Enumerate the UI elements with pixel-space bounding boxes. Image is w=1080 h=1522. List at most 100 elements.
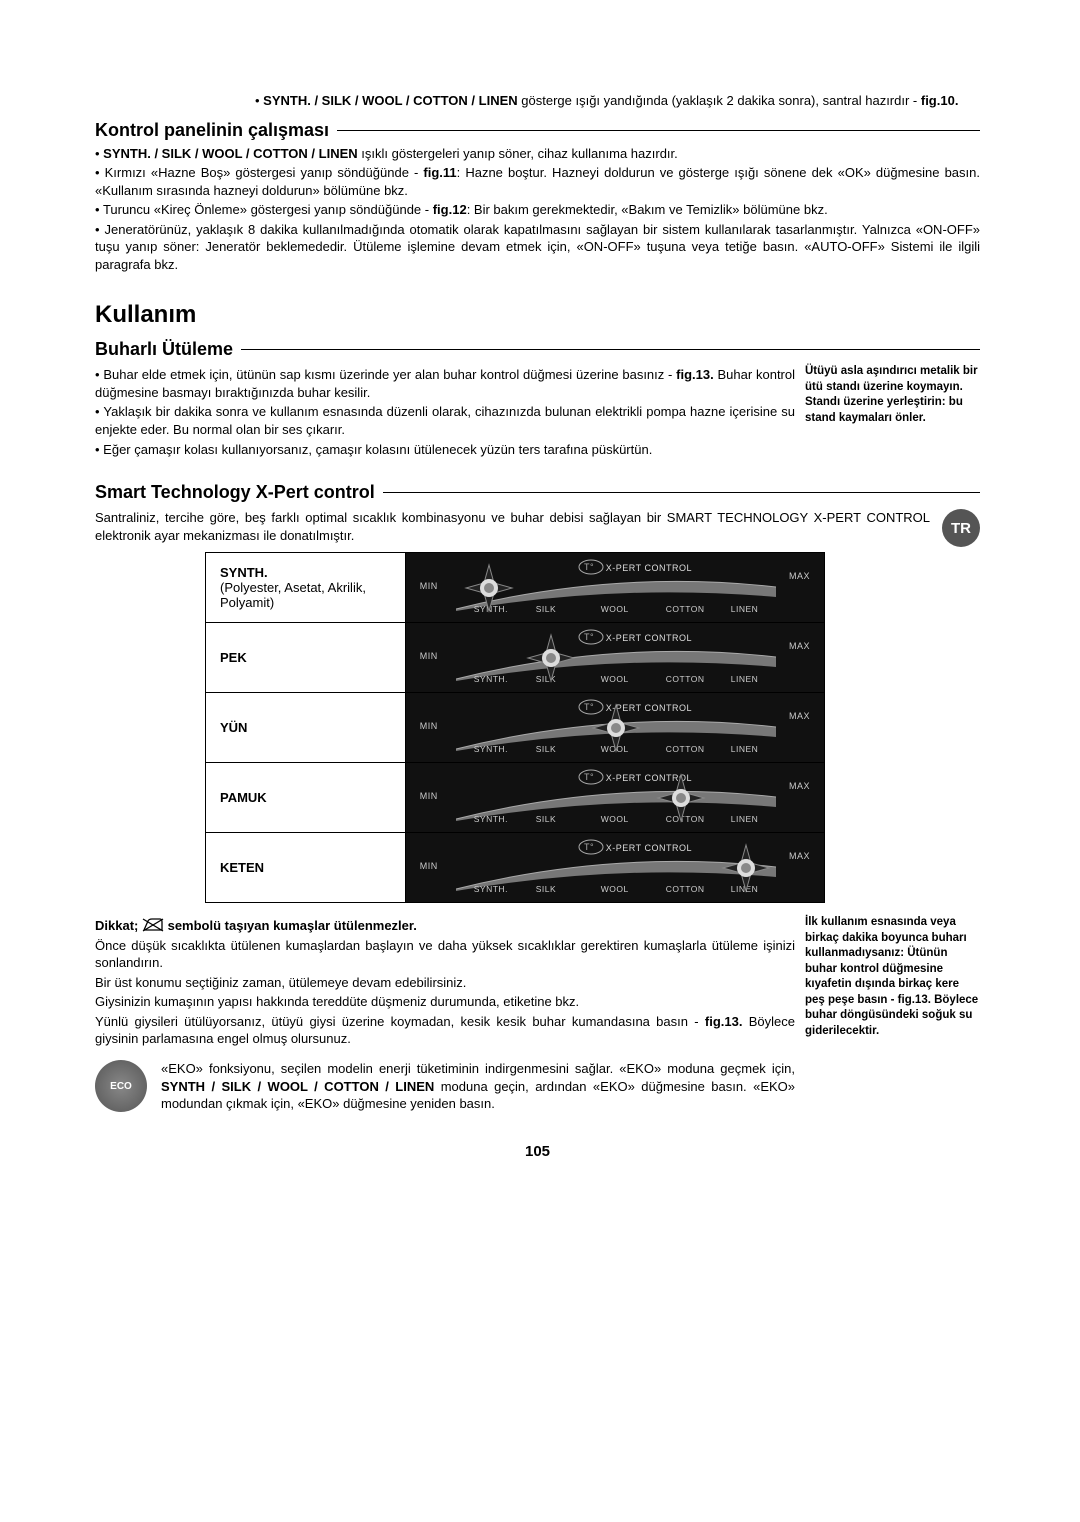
scale-fabric-label: LINEN [731, 674, 759, 684]
smart-intro: Santraliniz, tercihe göre, beş farklı op… [95, 509, 980, 544]
fabric-label-main: PAMUK [220, 790, 391, 805]
xpert-label: X-PERT CONTROL [606, 563, 692, 573]
xpert-label: X-PERT CONTROL [606, 633, 692, 643]
eco-t1: «EKO» fonksiyonu, seçilen modelin enerji… [161, 1061, 795, 1076]
scale-fabric-label: SILK [536, 744, 556, 754]
kontrol-b1: SYNTH. / SILK / WOOL / COTTON / LINEN ış… [95, 145, 980, 163]
scale-fabric-label: WOOL [601, 674, 629, 684]
dikkat-main: Dikkat; sembolü taşıyan kumaşlar ütülenm… [95, 915, 795, 1112]
iron-icon: T° [578, 699, 604, 717]
top-bullet-fig: fig.10. [921, 93, 959, 108]
fabric-control-cell: MINMAXX-PERT CONTROLSYNTH.SILKWOOLCOTTON… [405, 833, 824, 903]
scale-fabric-label: SILK [536, 814, 556, 824]
section-buharli-title: Buharlı Ütüleme [95, 339, 233, 360]
eco-bold: SYNTH / SILK / WOOL / COTTON / LINEN [161, 1079, 434, 1094]
iron-icon: T° [578, 769, 604, 787]
fabric-row: SYNTH.(Polyester, Asetat, Akrilik, Polya… [206, 553, 825, 623]
min-label: MIN [420, 861, 438, 871]
section-kontrol-title: Kontrol panelinin çalışması [95, 120, 329, 141]
section-kullanim-heading: Kullanım [95, 301, 980, 329]
svg-text:T°: T° [584, 702, 594, 712]
page-number: 105 [95, 1143, 980, 1160]
fabric-label-main: SYNTH. [220, 565, 391, 580]
buharli-main: Buhar elde etmek için, ütünün sap kısmı … [95, 364, 795, 460]
kontrol-b3-fig: fig.12 [433, 202, 467, 217]
xpert-label: X-PERT CONTROL [606, 843, 692, 853]
kontrol-b4: Jeneratörünüz, yaklaşık 8 dakika kullanı… [95, 221, 980, 274]
min-label: MIN [420, 651, 438, 661]
scale-fabric-label: SYNTH. [474, 744, 508, 754]
heading-rule [383, 492, 980, 493]
kontrol-b3: Turuncu «Kireç Önleme» göstergesi yanıp … [95, 201, 980, 219]
top-bullet-text: gösterge ışığı yandığında (yaklaşık 2 da… [518, 93, 921, 108]
min-label: MIN [420, 721, 438, 731]
buharli-b1a: Buhar elde etmek için, ütünün sap kısmı … [103, 367, 676, 382]
scale-fabric-label: LINEN [731, 814, 759, 824]
buharli-b3: Eğer çamaşır kolası kullanıyorsanız, çam… [95, 441, 795, 459]
dikkat-p4-fig: fig.13. [705, 1014, 743, 1029]
dikkat-pre: Dikkat; [95, 918, 142, 933]
fabric-label-main: KETEN [220, 860, 391, 875]
buharli-b1-fig: fig.13. [676, 367, 714, 382]
eco-row: ECO «EKO» fonksiyonu, seçilen modelin en… [95, 1060, 795, 1113]
dial-icon [526, 633, 576, 683]
scale-fabric-label: SILK [536, 884, 556, 894]
scale-fabric-label: COTTON [666, 674, 705, 684]
scale-fabric-label: LINEN [731, 744, 759, 754]
section-kontrol-heading: Kontrol panelinin çalışması [95, 120, 980, 141]
section-buharli-heading: Buharlı Ütüleme [95, 339, 980, 360]
kontrol-b3b: : Bir bakım gerekmektedir, «Bakım ve Tem… [467, 202, 828, 217]
dikkat-p1: Önce düşük sıcaklıkta ütülenen kumaşlard… [95, 937, 795, 972]
fabric-label-cell: PAMUK [206, 763, 406, 833]
heading-rule [337, 130, 980, 131]
scale-fabric-label: COTTON [666, 884, 705, 894]
fabric-row: PEKMINMAXX-PERT CONTROLSYNTH.SILKWOOLCOT… [206, 623, 825, 693]
dikkat-side: İlk kullanım esnasında veya birkaç dakik… [805, 915, 980, 1112]
scale-fabric-label: LINEN [731, 604, 759, 614]
scale-fabric-label: COTTON [666, 744, 705, 754]
section-smart-title: Smart Technology X-Pert control [95, 482, 375, 503]
scale-fabric-label: WOOL [601, 604, 629, 614]
dial-icon [464, 563, 514, 613]
buharli-b2: Yaklaşık bir dakika sonra ve kullanım es… [95, 403, 795, 438]
fabric-label-main: PEK [220, 650, 391, 665]
kontrol-b1-text: ışıklı göstergeleri yanıp söner, cihaz k… [358, 146, 678, 161]
svg-text:T°: T° [584, 562, 594, 572]
smart-intro-wrap: Santraliniz, tercihe göre, beş farklı op… [95, 509, 980, 544]
top-bullet-label: SYNTH. / SILK / WOOL / COTTON / LINEN [263, 93, 517, 108]
fabric-label-main: YÜN [220, 720, 391, 735]
fabric-control-cell: MINMAXX-PERT CONTROLSYNTH.SILKWOOLCOTTON… [405, 693, 824, 763]
fabric-row: YÜNMINMAXX-PERT CONTROLSYNTH.SILKWOOLCOT… [206, 693, 825, 763]
fabric-row: PAMUKMINMAXX-PERT CONTROLSYNTH.SILKWOOLC… [206, 763, 825, 833]
kontrol-b3a: Turuncu «Kireç Önleme» göstergesi yanıp … [103, 202, 433, 217]
kontrol-b2a: Kırmızı «Hazne Boş» göstergesi yanıp sön… [105, 165, 424, 180]
scale-fabric-label: COTTON [666, 604, 705, 614]
eco-icon: ECO [95, 1060, 147, 1112]
fabric-label-cell: YÜN [206, 693, 406, 763]
min-label: MIN [420, 581, 438, 591]
fabric-table: SYNTH.(Polyester, Asetat, Akrilik, Polya… [205, 552, 825, 903]
kontrol-b1-bold: SYNTH. / SILK / WOOL / COTTON / LINEN [103, 146, 357, 161]
iron-icon: T° [578, 559, 604, 577]
scale-fabric-label: WOOL [601, 814, 629, 824]
dikkat-p3: Giysinizin kumaşının yapısı hakkında ter… [95, 993, 795, 1011]
buharli-side: Ütüyü asla aşındırıcı metalik bir ütü st… [805, 364, 980, 460]
dikkat-line: Dikkat; sembolü taşıyan kumaşlar ütülenm… [95, 917, 795, 935]
svg-text:T°: T° [584, 632, 594, 642]
fabric-label-cell: PEK [206, 623, 406, 693]
top-bullet: SYNTH. / SILK / WOOL / COTTON / LINEN gö… [95, 92, 980, 110]
scale-fabric-label: SYNTH. [474, 674, 508, 684]
section-smart-heading: Smart Technology X-Pert control [95, 482, 980, 503]
fabric-control-cell: MINMAXX-PERT CONTROLSYNTH.SILKWOOLCOTTON… [405, 623, 824, 693]
scale-fabric-label: WOOL [601, 884, 629, 894]
buharli-b1: Buhar elde etmek için, ütünün sap kısmı … [95, 366, 795, 401]
scale-fabric-label: SYNTH. [474, 814, 508, 824]
kontrol-b2: Kırmızı «Hazne Boş» göstergesi yanıp sön… [95, 164, 980, 199]
dikkat-p2: Bir üst konumu seçtiğiniz zaman, ütüleme… [95, 974, 795, 992]
fabric-label-sub: (Polyester, Asetat, Akrilik, Polyamit) [220, 580, 391, 610]
language-tab-tr: TR [942, 509, 980, 547]
scale-fabric-label: SILK [536, 604, 556, 614]
heading-rule [241, 349, 980, 350]
fabric-control-cell: MINMAXX-PERT CONTROLSYNTH.SILKWOOLCOTTON… [405, 763, 824, 833]
iron-icon: T° [578, 839, 604, 857]
